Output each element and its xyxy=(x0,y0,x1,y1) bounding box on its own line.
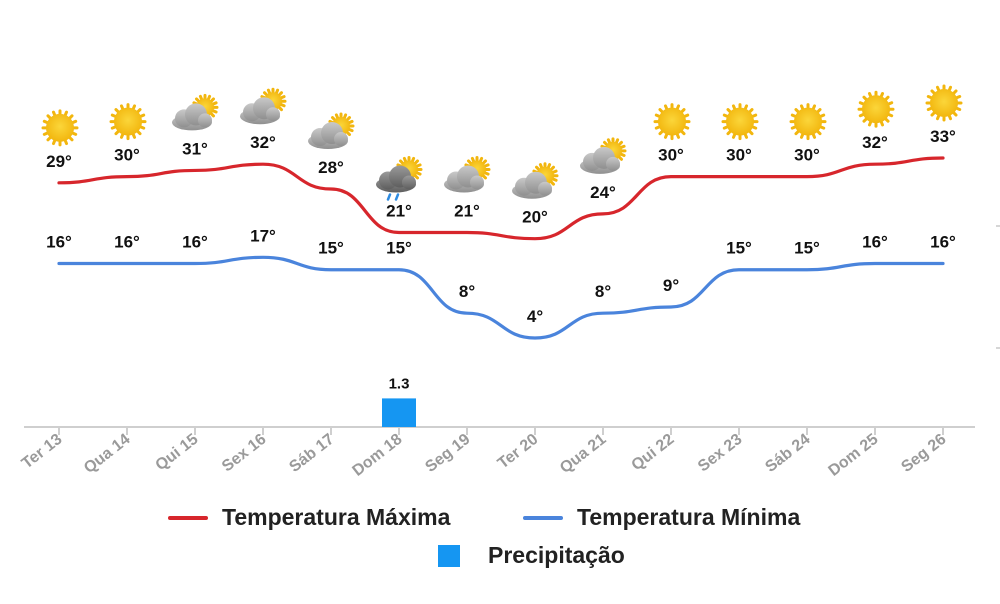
x-axis: Ter 13 Qua 14 Qui 15 Sex 16 Sáb 17 Dom 18 Seg … xyxy=(19,426,975,480)
min-temp-label: 8° xyxy=(459,282,475,301)
max-temp-label: 32° xyxy=(862,133,888,152)
x-tick-label: Sex 23 xyxy=(695,431,746,476)
min-temp-label: 15° xyxy=(318,239,344,258)
max-temp-label: 20° xyxy=(522,208,548,227)
cloud-shape xyxy=(512,171,552,199)
min-temp-label: 9° xyxy=(663,276,679,295)
data-labels: 29° 30° 31° 32° 28° 21° 21° 20° 24° 30° 30° 30° 32° 3… xyxy=(46,127,956,326)
max-temp-label: 21° xyxy=(454,201,480,220)
sun-icon xyxy=(925,84,963,122)
min-temp-label: 16° xyxy=(46,233,72,252)
legend-label-min: Temperatura Mínima xyxy=(577,504,801,530)
cloud-shape xyxy=(308,122,348,150)
sun-icon xyxy=(721,103,759,141)
legend: Temperatura Máxima Temperatura Mínima Pr… xyxy=(0,500,1000,600)
min-temp-label: 16° xyxy=(862,233,888,252)
raindrop xyxy=(394,193,400,201)
max-temp-label: 30° xyxy=(114,146,140,165)
min-temp-label: 15° xyxy=(794,239,820,258)
x-tick-label: Qua 14 xyxy=(81,431,134,477)
min-temp-label: 16° xyxy=(930,233,956,252)
x-tick-label: Qui 15 xyxy=(152,431,201,475)
legend-label-max: Temperatura Máxima xyxy=(222,504,451,530)
rain-icon xyxy=(376,155,423,201)
cloud-shape xyxy=(580,146,620,174)
max-temp-label: 32° xyxy=(250,133,276,152)
x-tick-label: Seg 26 xyxy=(898,431,949,476)
precipitation-label: 1.3 xyxy=(389,375,410,392)
max-temperature-line xyxy=(57,156,945,241)
cloud-shape xyxy=(376,165,416,193)
legend-item-min: Temperatura Mínima xyxy=(523,504,800,531)
sun-icon xyxy=(41,109,79,147)
max-temp-label: 29° xyxy=(46,152,72,171)
sun-icon xyxy=(857,90,895,128)
raindrop xyxy=(386,193,392,201)
legend-item-max: Temperatura Máxima xyxy=(168,504,450,531)
temperature-lines xyxy=(57,156,945,340)
x-tick-label: Qua 21 xyxy=(557,431,610,477)
min-temp-label: 15° xyxy=(726,239,752,258)
legend-swatch-min xyxy=(523,515,563,520)
x-tick-label: Ter 20 xyxy=(495,431,542,473)
legend-item-precip: Precipitação xyxy=(438,542,625,569)
cloud-shape xyxy=(240,97,280,125)
x-tick-label: Sáb 24 xyxy=(762,431,813,476)
cloud-shape xyxy=(172,103,212,131)
min-temp-label: 16° xyxy=(182,233,208,252)
legend-swatch-max xyxy=(168,515,208,520)
precipitation-bars: 1.3 xyxy=(382,375,416,427)
partly-cloudy-icon xyxy=(172,93,219,131)
x-tick-label: Dom 18 xyxy=(349,431,405,480)
sun-icon xyxy=(109,103,147,141)
partly-cloudy-icon xyxy=(580,137,627,174)
partly-cloudy-icon xyxy=(308,112,355,150)
legend-label-precip: Precipitação xyxy=(488,542,625,568)
max-temp-label: 24° xyxy=(590,183,616,202)
x-tick-label: Seg 19 xyxy=(422,431,473,476)
partly-cloudy-icon xyxy=(240,87,287,125)
x-tick-label: Dom 25 xyxy=(825,431,881,480)
precipitation-bar xyxy=(382,398,416,427)
max-temp-label: 30° xyxy=(794,146,820,165)
x-tick-label: Ter 13 xyxy=(19,431,66,473)
min-temp-label: 8° xyxy=(595,282,611,301)
x-tick-label: Sex 16 xyxy=(219,431,270,476)
min-temp-label: 4° xyxy=(527,307,543,326)
right-edge-tick xyxy=(996,347,1000,349)
min-temperature-line xyxy=(57,255,945,340)
cloud-shape xyxy=(444,165,484,193)
sun-icon xyxy=(789,103,827,141)
min-temp-label: 15° xyxy=(386,239,412,258)
min-temp-label: 16° xyxy=(114,233,140,252)
min-temp-label: 17° xyxy=(250,226,276,245)
max-temp-label: 28° xyxy=(318,158,344,177)
max-temp-label: 21° xyxy=(386,201,412,220)
max-temp-label: 30° xyxy=(726,146,752,165)
max-temp-label: 33° xyxy=(930,127,956,146)
x-tick-label: Sáb 17 xyxy=(286,431,337,476)
partly-cloudy-icon xyxy=(512,162,559,199)
legend-swatch-precip xyxy=(438,544,460,567)
x-tick-label: Qui 22 xyxy=(628,431,677,475)
partly-cloudy-icon xyxy=(444,155,491,193)
right-edge-tick xyxy=(996,225,1000,227)
max-temp-label: 30° xyxy=(658,146,684,165)
sun-icon xyxy=(653,103,691,141)
weather-icons xyxy=(41,84,963,201)
max-temp-label: 31° xyxy=(182,139,208,158)
